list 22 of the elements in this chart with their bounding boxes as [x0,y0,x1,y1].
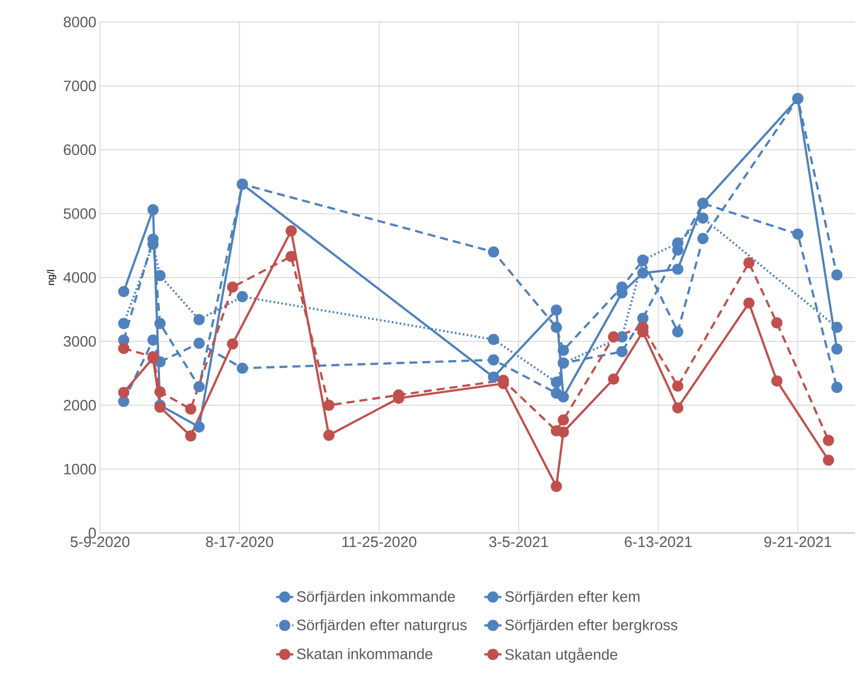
x-tick-label: 6-13-2021 [624,536,692,548]
y-tick-label: 5000 [64,208,96,219]
x-tick-label: 9-21-2021 [764,536,832,548]
legend-label: Sörfjärden efter naturgrus [297,619,467,634]
y-tick-label: 8000 [64,16,96,28]
legend-label: Sörfjärden efter bergkross [505,619,678,634]
legend-label: Skatan utgående [505,648,618,663]
x-tick-label: 11-25-2020 [342,536,416,548]
y-tick-label: 2000 [64,400,96,411]
y-tick-label: 7000 [64,80,96,92]
y-tick-label: 6000 [64,144,96,156]
x-tick-label: 5-9-2020 [70,536,130,548]
x-tick-label: 3-5-2021 [489,536,548,548]
y-tick-label: 0 [88,528,96,538]
y-tick-label: 4000 [63,272,96,283]
legend-label: Sörfjärden inkommande [297,590,455,605]
y-tick-label: 1000 [64,464,96,474]
legend-label: Sörfjärden efter kem [505,590,640,605]
x-tick-label: 8-17-2020 [206,536,274,548]
y-tick-label: 3000 [64,336,96,347]
legend-label: Skatan inkommande [297,648,432,660]
y-axis-title: ng/l [46,270,56,285]
